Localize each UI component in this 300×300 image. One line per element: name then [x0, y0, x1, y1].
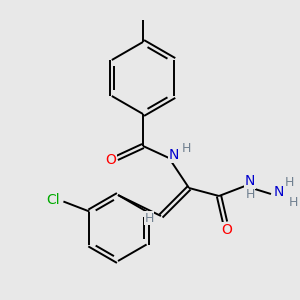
Text: H: H — [288, 196, 298, 208]
Text: N: N — [169, 148, 179, 162]
Text: N: N — [274, 185, 284, 199]
Text: H: H — [284, 176, 294, 188]
Text: O: O — [106, 153, 116, 167]
Text: Cl: Cl — [46, 193, 60, 206]
Text: O: O — [222, 223, 232, 237]
Text: H: H — [245, 188, 255, 200]
Text: N: N — [245, 174, 255, 188]
Text: H: H — [144, 212, 154, 224]
Text: H: H — [181, 142, 191, 154]
